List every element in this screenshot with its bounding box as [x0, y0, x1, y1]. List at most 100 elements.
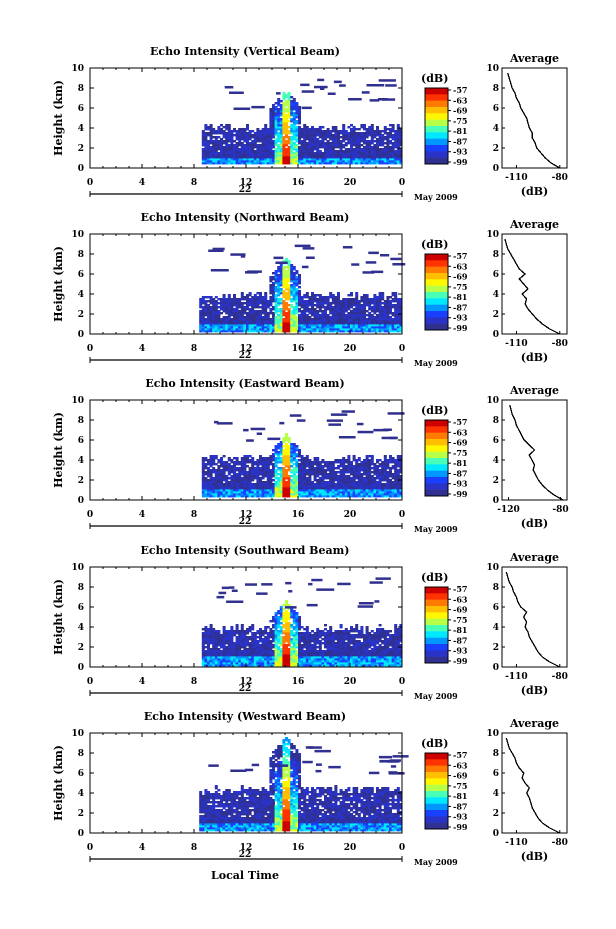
heatmap-cell — [264, 465, 268, 468]
heatmap-cell — [300, 463, 304, 466]
heatmap-cell — [238, 136, 242, 139]
heatmap-cell — [295, 152, 299, 155]
heatmap-cell — [212, 330, 216, 333]
heatmap-cell — [331, 298, 335, 301]
heatmap-cell — [399, 302, 403, 305]
heatmap-cell — [352, 330, 356, 333]
heatmap-cell — [316, 485, 320, 488]
heatmap-cell — [342, 328, 346, 331]
heatmap-cell — [279, 449, 283, 452]
heatmap-cell — [259, 160, 262, 163]
heatmap-cell — [261, 138, 265, 141]
heatmap-cells — [201, 577, 403, 667]
heatmap-cell — [285, 439, 288, 442]
heatmap-cell — [269, 495, 273, 498]
heatmap-cell — [290, 154, 294, 157]
heatmap-cell — [282, 122, 286, 125]
heatmap-cell — [212, 154, 216, 157]
heatmap-cell — [233, 469, 236, 472]
heatmap-cell — [334, 160, 338, 163]
heatmap-cell — [339, 310, 343, 313]
heatmap-cell — [376, 126, 379, 129]
heatmap-cell — [365, 140, 369, 143]
heatmap-cell — [383, 318, 387, 321]
heatmap-cell — [350, 312, 353, 315]
heatmap-cell — [201, 154, 205, 157]
heatmap-cell — [347, 136, 351, 139]
heatmap-cell — [378, 152, 382, 155]
heatmap-cell — [378, 142, 382, 145]
heatmap-cell — [311, 491, 314, 494]
heatmap-cell — [342, 154, 346, 157]
heatmap-cell — [274, 128, 278, 131]
heatmap-cell — [352, 138, 356, 141]
heatmap-cell — [368, 152, 372, 155]
heatmap-cell — [329, 292, 333, 295]
heatmap-cell — [365, 130, 369, 133]
heatmap-cell — [292, 306, 296, 309]
heatmap-cell — [207, 140, 210, 143]
heatmap-cell — [396, 465, 400, 468]
y-tick-label: 0 — [78, 164, 84, 174]
heatmap-cell — [233, 316, 236, 319]
heatmap-cell — [295, 158, 299, 161]
heatmap-cell — [331, 465, 335, 468]
heatmap-cell — [204, 324, 208, 327]
heatmap-cell — [243, 330, 247, 333]
heatmap-cell — [290, 443, 294, 446]
heatmap-cell — [285, 278, 288, 281]
heatmap-cell — [321, 162, 325, 165]
heatmap-cell — [207, 322, 210, 325]
heatmap-cell — [389, 493, 392, 496]
heatmap-cell — [295, 104, 299, 107]
heatmap-cell — [365, 465, 369, 468]
heatmap-cell — [287, 455, 291, 458]
heatmap-cell — [378, 479, 382, 482]
heatmap-cell — [344, 314, 348, 317]
heatmap-cell — [227, 485, 231, 488]
heatmap-cell — [329, 152, 333, 155]
heatmap-cell — [248, 493, 252, 496]
heatmap-cell — [264, 152, 268, 155]
heatmap-cell — [295, 461, 299, 464]
heatmap-cell — [261, 485, 265, 488]
heatmap-cell — [295, 126, 299, 129]
heatmap-cell — [318, 134, 322, 137]
heatmap-cell — [227, 473, 231, 476]
heatmap-cell — [287, 322, 291, 325]
heatmap-cell — [373, 150, 377, 153]
profile-y-tick-label: 4 — [493, 290, 499, 300]
heatmap-cell — [313, 156, 317, 159]
heatmap-cell — [199, 320, 203, 323]
heatmap-cell — [370, 483, 374, 486]
heatmap-cell — [225, 128, 229, 131]
heatmap-cell — [209, 306, 213, 309]
heatmap-cell — [303, 152, 307, 155]
heatmap-cell — [285, 489, 288, 492]
heatmap-cell — [274, 304, 278, 307]
heatmap-cell — [209, 489, 213, 492]
heatmap-cell — [350, 144, 353, 147]
heatmap-cell — [256, 300, 260, 303]
heatmap-cell — [381, 144, 385, 147]
heatmap-cell — [204, 160, 208, 163]
heatmap-cell — [238, 302, 242, 305]
heatmap-cell — [326, 322, 330, 325]
heatmap-cell — [347, 140, 351, 143]
heatmap-cell — [277, 148, 281, 151]
heatmap-cell — [201, 318, 205, 321]
heatmap-cell — [225, 298, 229, 301]
heatmap-cell — [199, 300, 203, 303]
heatmap-cell — [253, 304, 257, 307]
heatmap-cell — [251, 465, 255, 468]
heatmap-cell — [264, 154, 268, 157]
heatmap-cell — [292, 312, 296, 315]
heatmap-cell — [207, 463, 210, 466]
heatmap-cell — [316, 463, 320, 466]
heatmap-cell — [391, 148, 395, 151]
heatmap-cell — [329, 302, 333, 305]
heatmap-cell — [394, 483, 398, 486]
heatmap-cell — [225, 461, 229, 464]
heatmap-cell — [238, 316, 242, 319]
heatmap-cell — [256, 467, 260, 470]
